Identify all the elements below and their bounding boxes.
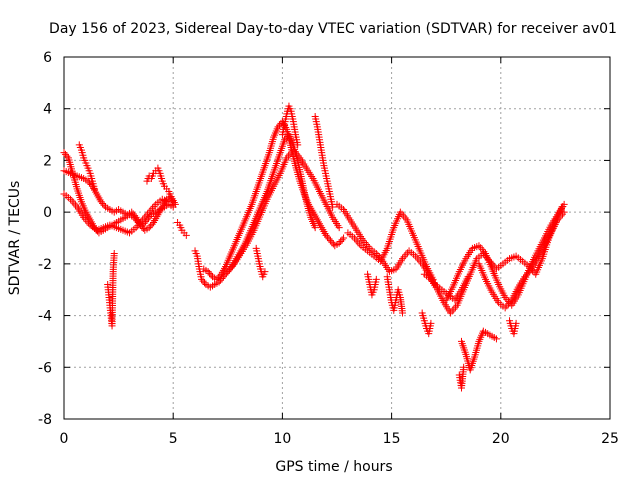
data-point [182, 231, 190, 239]
data-point [311, 224, 319, 232]
interpolated-point [222, 269, 230, 277]
interpolated-point [328, 238, 336, 246]
data-point [198, 275, 206, 283]
data-point [204, 268, 212, 276]
interpolated-point [99, 200, 107, 208]
interpolated-point [206, 269, 214, 277]
interpolated-point [400, 212, 408, 220]
interpolated-point [147, 222, 155, 230]
data-point [110, 250, 118, 258]
interpolated-point [63, 152, 71, 160]
y-axis-label: SDTVAR / TECUs [7, 181, 23, 296]
series-track-w [475, 208, 568, 312]
series-track-u [457, 327, 500, 374]
data-point [492, 335, 500, 343]
interpolated-point [131, 212, 139, 220]
x-tick-label: 25 [601, 431, 619, 447]
interpolated-point [324, 233, 332, 241]
y-tick-label: -2 [38, 257, 52, 273]
data-point [281, 136, 289, 144]
x-tick-label: 0 [60, 431, 69, 447]
y-tick-label: 4 [43, 102, 52, 118]
interpolated-point [85, 179, 93, 187]
data-point [91, 185, 99, 193]
data-point [261, 268, 269, 276]
series-track-e [104, 250, 118, 330]
x-tick-label: 10 [273, 431, 291, 447]
series-track-a [60, 149, 177, 237]
data-point [326, 237, 334, 245]
interpolated-point [325, 235, 333, 243]
series-track-p [364, 270, 380, 299]
interpolated-point [214, 274, 222, 282]
interpolated-point [61, 150, 69, 158]
series-track-v [455, 363, 468, 392]
series-track-d [75, 141, 99, 193]
interpolated-point [100, 201, 108, 209]
data-point [329, 203, 337, 211]
interpolated-point [148, 220, 156, 228]
y-tick-label: -8 [38, 412, 52, 428]
data-point [399, 309, 407, 317]
data-point [335, 239, 343, 247]
interpolated-point [337, 237, 345, 245]
data-marks-layer [60, 102, 568, 392]
data-point [169, 200, 177, 208]
series-track-l [278, 102, 302, 149]
series-track-j [224, 146, 343, 276]
interpolated-point [352, 236, 360, 244]
x-tick-label: 20 [492, 431, 510, 447]
series-track-k [252, 244, 269, 281]
series-track-c [60, 190, 173, 237]
interpolated-point [207, 271, 215, 279]
y-tick-label: 6 [43, 50, 52, 66]
series-track-s [420, 203, 566, 317]
data-point [97, 198, 105, 206]
grid-layer [64, 57, 610, 419]
series-track-q [383, 273, 407, 317]
interpolated-point [338, 236, 346, 244]
data-point [213, 275, 221, 283]
data-point [512, 319, 520, 327]
data-point [145, 224, 153, 232]
data-point [294, 141, 302, 149]
data-point [322, 231, 330, 239]
interpolated-point [70, 199, 78, 207]
series-track-r [418, 309, 435, 338]
x-axis-label: GPS time / hours [275, 459, 392, 475]
y-tick-label: 2 [43, 153, 52, 169]
data-point [427, 319, 435, 327]
interpolated-point [362, 240, 370, 248]
data-point [335, 224, 343, 232]
data-point [274, 123, 282, 131]
interpolated-point [199, 277, 207, 285]
interpolated-point [450, 305, 458, 313]
data-point [60, 149, 68, 157]
interpolated-point [68, 197, 76, 205]
plot-frame [63, 56, 611, 420]
series-track-f [143, 164, 177, 208]
y-tick-label: -6 [38, 360, 52, 376]
data-point [340, 234, 348, 242]
series-track-o [344, 208, 437, 283]
series-track-g [174, 218, 190, 239]
data-point [372, 275, 380, 283]
data-point [128, 208, 136, 216]
interpolated-point [150, 202, 158, 210]
data-point [560, 208, 568, 216]
interpolated-point [129, 210, 137, 218]
series-track-x [506, 317, 520, 338]
tick-label-layer: 0 5 10 15 20 25 -8 -6 -4 -2 0 2 4 6 [38, 50, 619, 447]
y-tick-label: 0 [43, 205, 52, 221]
chart-title: Day 156 of 2023, Sidereal Day-to-day VTE… [49, 21, 617, 37]
y-tick-label: -4 [38, 309, 52, 325]
x-tick-label: 15 [383, 431, 401, 447]
interpolated-point [216, 272, 224, 280]
tick-layer [63, 56, 611, 420]
data-point [460, 363, 468, 371]
interpolated-point [201, 279, 209, 287]
x-tick-label: 5 [169, 431, 178, 447]
data-point [560, 200, 568, 208]
